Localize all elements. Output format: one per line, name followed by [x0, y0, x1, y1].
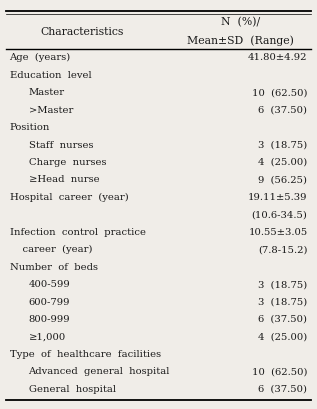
Text: Characteristics: Characteristics	[41, 27, 124, 37]
Text: 3  (18.75): 3 (18.75)	[258, 141, 307, 150]
Text: career  (year): career (year)	[10, 245, 92, 254]
Text: Charge  nurses: Charge nurses	[29, 158, 106, 167]
Text: Education  level: Education level	[10, 71, 91, 80]
Text: >Master: >Master	[29, 106, 73, 115]
Text: (10.6-34.5): (10.6-34.5)	[252, 210, 307, 219]
Text: N  (%)/: N (%)/	[221, 17, 261, 27]
Text: Infection  control  practice: Infection control practice	[10, 228, 146, 237]
Text: Hospital  career  (year): Hospital career (year)	[10, 193, 128, 202]
Text: (7.8-15.2): (7.8-15.2)	[258, 245, 307, 254]
Text: Type  of  healthcare  facilities: Type of healthcare facilities	[10, 350, 161, 359]
Text: 4  (25.00): 4 (25.00)	[258, 158, 307, 167]
Text: 3  (18.75): 3 (18.75)	[258, 280, 307, 289]
Text: ≥Head  nurse: ≥Head nurse	[29, 175, 99, 184]
Text: 600-799: 600-799	[29, 297, 70, 306]
Text: Staff  nurses: Staff nurses	[29, 141, 93, 150]
Text: 19.11±5.39: 19.11±5.39	[248, 193, 307, 202]
Text: ≥1,000: ≥1,000	[29, 333, 66, 342]
Text: 6  (37.50): 6 (37.50)	[258, 106, 307, 115]
Text: Age  (years): Age (years)	[10, 53, 71, 62]
Text: Mean±SD  (Range): Mean±SD (Range)	[187, 36, 294, 46]
Text: 6  (37.50): 6 (37.50)	[258, 315, 307, 324]
Text: 3  (18.75): 3 (18.75)	[258, 297, 307, 306]
Text: Advanced  general  hospital: Advanced general hospital	[29, 367, 170, 376]
Text: 4  (25.00): 4 (25.00)	[258, 333, 307, 342]
Text: 400-599: 400-599	[29, 280, 70, 289]
Text: 10  (62.50): 10 (62.50)	[252, 88, 307, 97]
Text: Position: Position	[10, 123, 50, 132]
Text: 800-999: 800-999	[29, 315, 70, 324]
Text: 10  (62.50): 10 (62.50)	[252, 367, 307, 376]
Text: 41.80±4.92: 41.80±4.92	[248, 53, 307, 62]
Text: 6  (37.50): 6 (37.50)	[258, 385, 307, 394]
Text: 9  (56.25): 9 (56.25)	[258, 175, 307, 184]
Text: 10.55±3.05: 10.55±3.05	[248, 228, 307, 237]
Text: Number  of  beds: Number of beds	[10, 263, 98, 272]
Text: General  hospital: General hospital	[29, 385, 115, 394]
Text: Master: Master	[29, 88, 65, 97]
